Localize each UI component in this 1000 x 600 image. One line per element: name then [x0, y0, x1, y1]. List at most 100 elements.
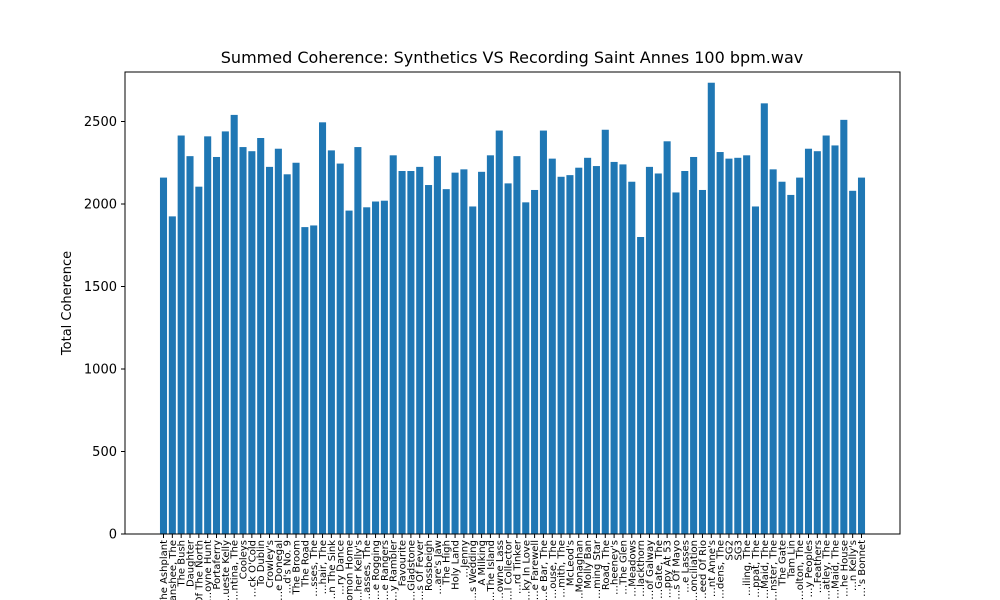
x-tick-label: A Milking [477, 540, 488, 585]
x-tick-label: Portaferry [212, 540, 223, 590]
bar [831, 145, 839, 534]
bar [265, 166, 274, 535]
bar [645, 166, 653, 535]
bar [486, 155, 494, 534]
x-tick-label: …s Wedding [468, 540, 479, 600]
chart-title: Summed Coherence: Synthetics VS Recordin… [221, 48, 803, 67]
bar [690, 156, 698, 535]
x-tick-label: …are's Jaw [433, 540, 444, 595]
bar [522, 202, 530, 534]
plot-frame [124, 71, 901, 535]
x-tick-label: …n The Sink [327, 540, 338, 600]
y-tick-label: 1500 [84, 280, 117, 295]
bar [398, 171, 406, 534]
y-tick-label: 2500 [84, 115, 117, 130]
bar [380, 200, 388, 534]
bar [389, 155, 397, 534]
x-tick-label: …ueste Kelly [221, 540, 232, 600]
y-axis-ticks: 0 500 1000 1500 2000 2500 [84, 115, 125, 543]
bar [327, 150, 335, 535]
x-tick-label: Cooleys [239, 540, 250, 579]
bar [840, 119, 848, 534]
x-tick-label: …s Of Fever [415, 539, 426, 600]
y-tick-label: 500 [92, 445, 117, 460]
x-tick-label: …sses, The [309, 540, 320, 597]
bar [292, 162, 300, 534]
y-tick-label: 0 [109, 528, 117, 543]
x-tick-label: …Maid, The [760, 540, 771, 599]
bar [407, 171, 415, 534]
x-tick-label: The Ashplant [159, 540, 170, 600]
x-tick-label: …oyne Hunt [203, 540, 214, 600]
x-tick-label: Holy Land [451, 540, 462, 590]
x-tick-label: …h Of The North [194, 540, 205, 600]
bar [274, 148, 282, 534]
bar [743, 155, 751, 534]
x-tick-label: …The Glen [618, 540, 629, 595]
bar [566, 175, 574, 535]
bar [751, 206, 760, 534]
x-tick-label: …y Peoples [804, 540, 815, 598]
bar [707, 82, 715, 534]
bars-group [159, 82, 866, 535]
bar [804, 148, 813, 534]
x-tick-label: …e Donegal [274, 540, 285, 600]
x-tick-label: …iling, The [742, 540, 753, 596]
x-tick-label: …ming Star [592, 539, 603, 599]
x-tick-label: Rossbeigh [424, 540, 435, 591]
bar [681, 171, 689, 534]
bar [734, 157, 742, 535]
x-tick-label: …Jenny [459, 540, 470, 578]
x-tick-label: …ry Dance [336, 540, 347, 595]
bar [257, 138, 265, 534]
x-tick-label: …nster, The [769, 540, 780, 600]
x-tick-label: …Feathers [813, 540, 824, 593]
bar [204, 136, 212, 534]
bar [531, 189, 539, 534]
bar [310, 225, 318, 534]
x-tick-label: The Broom [292, 540, 303, 596]
bar [716, 152, 724, 534]
bar [610, 161, 618, 534]
bar [283, 174, 291, 535]
bar [813, 151, 821, 534]
x-tick-label: The Gate [777, 540, 788, 587]
bar [363, 207, 371, 535]
x-tick-label: …atley, The [822, 540, 833, 600]
bar [239, 147, 247, 534]
x-tick-label: …e Rangers [380, 540, 391, 600]
x-tick-label: …heeney's [610, 540, 621, 595]
x-tick-label: …Gate, The [654, 540, 665, 599]
x-tick-label: SG3 [733, 540, 744, 560]
y-tick-label: 1000 [84, 363, 117, 378]
x-tick-label: …of Galway [645, 540, 656, 600]
bar [186, 156, 194, 534]
x-tick-label: …onciliation [689, 540, 700, 600]
bar [557, 176, 565, 534]
bar [336, 163, 344, 534]
bar [433, 156, 441, 534]
x-tick-label: …ky In Love [521, 540, 532, 600]
bar [248, 151, 256, 534]
x-tick-label: …e Lasses [680, 540, 691, 593]
bar [778, 181, 786, 535]
bar [177, 135, 185, 534]
bar [168, 216, 176, 535]
bar [822, 135, 830, 534]
x-tick-label: …ouse, The [548, 540, 559, 599]
bar [442, 189, 450, 534]
x-tick-label: …The Island [486, 540, 497, 600]
x-tick-label: …n Kelly's [848, 540, 859, 591]
bar [769, 169, 777, 534]
bar [637, 237, 645, 534]
bar [504, 183, 512, 535]
x-tick-label: Daughter [186, 539, 197, 587]
x-tick-label: …ppy At 53 [663, 540, 674, 598]
x-tick-label: The Bush [177, 540, 188, 588]
bar [548, 158, 556, 535]
x-tick-label: …asses, The [362, 540, 373, 600]
x-tick-label: …Gladstone [406, 540, 417, 600]
bar [301, 227, 309, 534]
x-tick-label: …he House [839, 540, 850, 597]
